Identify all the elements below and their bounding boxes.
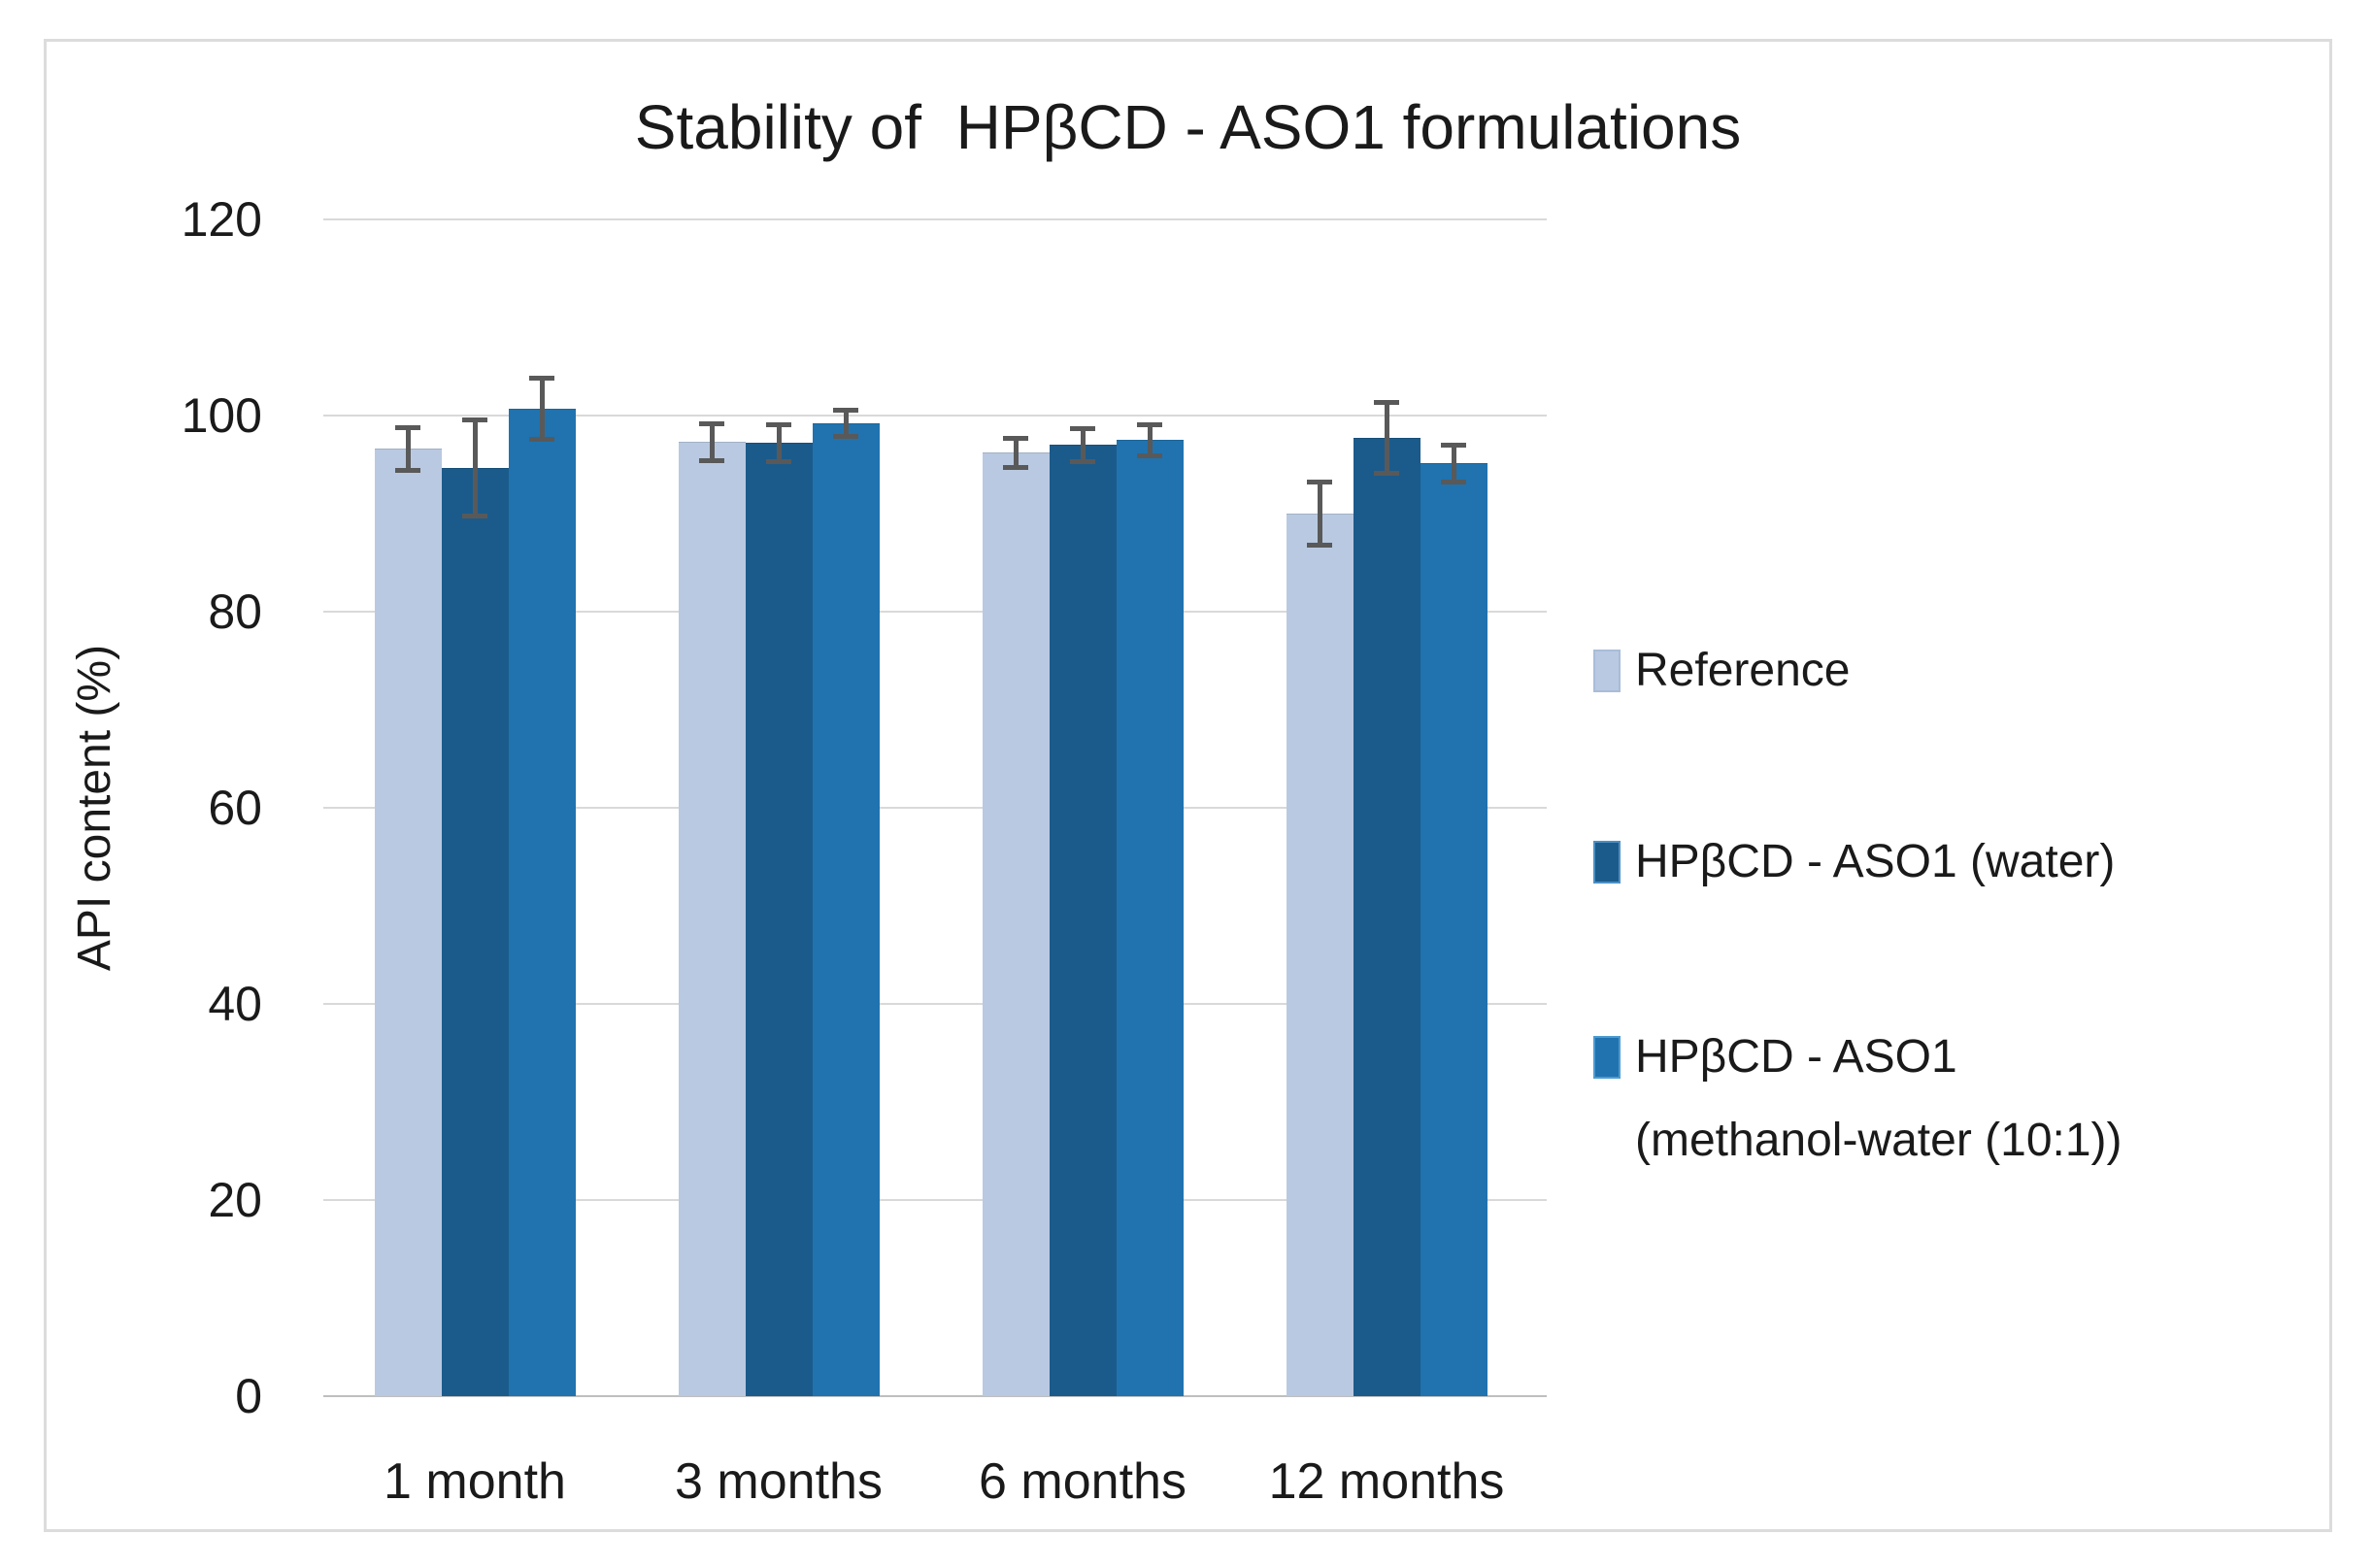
error-bar-cap bbox=[529, 376, 554, 382]
error-bar-line bbox=[1451, 445, 1456, 483]
legend-label: (methanol-water (10:1)) bbox=[1635, 1115, 2122, 1166]
error-bar-cap bbox=[1003, 465, 1028, 471]
error-bar-cap bbox=[395, 468, 420, 474]
y-tick-label: 100 bbox=[181, 388, 262, 443]
legend-swatch bbox=[1593, 650, 1621, 692]
error-bar-cap bbox=[1070, 425, 1095, 431]
error-bar-cap bbox=[699, 420, 724, 426]
bar-reference bbox=[1286, 514, 1354, 1396]
gridline bbox=[323, 1003, 1547, 1005]
y-tick-label: 60 bbox=[208, 781, 262, 835]
plot-area bbox=[323, 218, 1547, 1397]
gridline bbox=[323, 1199, 1547, 1201]
error-bar-cap bbox=[395, 424, 420, 430]
y-tick-label: 0 bbox=[235, 1369, 262, 1423]
error-bar-cap bbox=[462, 513, 487, 518]
error-bar-cap bbox=[766, 458, 791, 464]
bar-water bbox=[1353, 438, 1420, 1396]
error-bar-line bbox=[539, 378, 545, 440]
error-bar-cap bbox=[1137, 452, 1162, 458]
error-bar-line bbox=[1147, 424, 1153, 456]
error-bar-line bbox=[1317, 482, 1322, 546]
y-tick-label: 120 bbox=[181, 192, 262, 247]
bar-methanol-water bbox=[1420, 463, 1487, 1396]
legend: Reference HPβCD - ASO1 (water) HPβCD - ASO… bbox=[47, 42, 2329, 1529]
error-bar-cap bbox=[1137, 421, 1162, 427]
chart-frame: Stability of HPβCD - ASO1 formulations A… bbox=[44, 39, 2332, 1532]
error-bar-line bbox=[776, 424, 782, 462]
error-bar-cap bbox=[1307, 542, 1332, 548]
gridline bbox=[323, 218, 1547, 220]
error-bar-cap bbox=[1307, 480, 1332, 485]
bar-water bbox=[1049, 445, 1117, 1396]
error-bar-cap bbox=[1374, 471, 1399, 477]
error-bar-cap bbox=[833, 433, 858, 439]
gridline bbox=[323, 415, 1547, 417]
x-axis-line bbox=[323, 1395, 1547, 1397]
bar-reference bbox=[678, 442, 746, 1396]
bar-methanol-water bbox=[1116, 440, 1184, 1396]
bar-reference bbox=[374, 449, 442, 1396]
bar-water bbox=[745, 443, 813, 1396]
bar-reference bbox=[982, 452, 1050, 1396]
gridline bbox=[323, 807, 1547, 809]
error-bar-cap bbox=[1003, 435, 1028, 441]
chart-title: Stability of HPβCD - ASO1 formulations bbox=[634, 92, 1742, 162]
error-bar-line bbox=[1384, 402, 1389, 474]
x-category-label: 1 month bbox=[384, 1453, 566, 1510]
legend-label: HPβCD - ASO1 (water) bbox=[1635, 836, 2116, 887]
error-bar-cap bbox=[1374, 400, 1399, 406]
x-category-label: 12 months bbox=[1268, 1453, 1505, 1510]
error-bar-line bbox=[1080, 428, 1086, 462]
error-bar-line bbox=[843, 410, 849, 437]
legend-label: Reference bbox=[1635, 645, 1851, 696]
error-bar-cap bbox=[833, 408, 858, 414]
error-bar-line bbox=[1013, 438, 1019, 468]
error-bar-line bbox=[709, 423, 715, 461]
error-bar-cap bbox=[766, 421, 791, 427]
x-category-label: 3 months bbox=[675, 1453, 883, 1510]
legend-label: HPβCD - ASO1 bbox=[1635, 1031, 1957, 1083]
error-bar-cap bbox=[529, 436, 554, 442]
error-bar-cap bbox=[1070, 458, 1095, 464]
gridline bbox=[323, 611, 1547, 613]
legend-swatch bbox=[1593, 1036, 1621, 1079]
x-category-label: 6 months bbox=[979, 1453, 1186, 1510]
y-tick-label: 20 bbox=[208, 1173, 262, 1227]
bar-water bbox=[441, 467, 509, 1396]
error-bar-line bbox=[472, 419, 478, 516]
error-bar-cap bbox=[462, 417, 487, 422]
error-bar-line bbox=[405, 427, 411, 471]
error-bar-cap bbox=[699, 457, 724, 463]
error-bar-cap bbox=[1441, 480, 1466, 485]
bar-methanol-water bbox=[508, 408, 576, 1396]
y-tick-label: 40 bbox=[208, 977, 262, 1031]
error-bar-cap bbox=[1441, 442, 1466, 448]
legend-swatch bbox=[1593, 841, 1621, 884]
y-tick-label: 80 bbox=[208, 584, 262, 639]
